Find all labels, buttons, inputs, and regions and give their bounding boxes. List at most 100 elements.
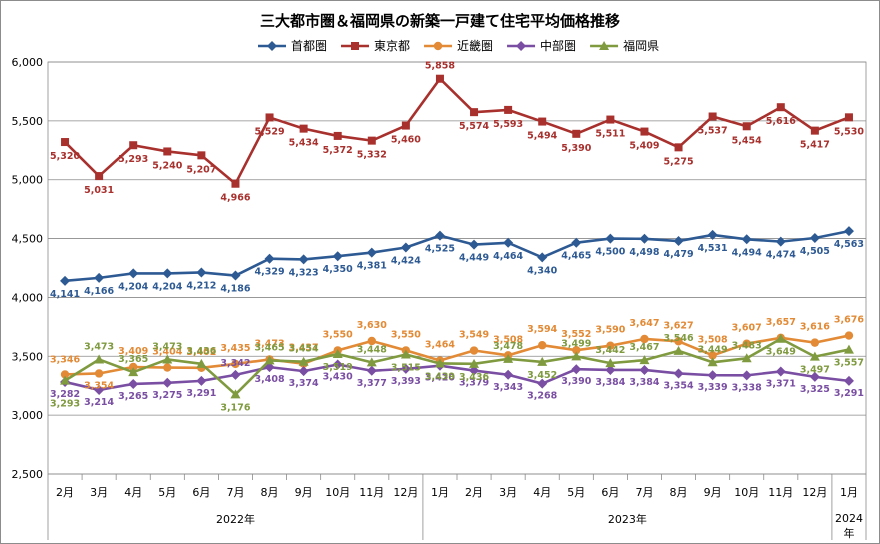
data-point — [230, 389, 241, 399]
legend-label: 福岡県 — [623, 38, 659, 53]
x-tick-label: 10月 — [325, 486, 350, 499]
data-label: 5,511 — [595, 129, 625, 140]
data-point — [332, 251, 343, 262]
data-point — [639, 364, 650, 375]
year-label: 2023年 — [608, 512, 647, 526]
legend-marker — [267, 41, 277, 51]
data-point — [435, 74, 444, 83]
data-label: 5,574 — [459, 121, 489, 132]
data-point — [776, 103, 785, 112]
data-point — [231, 179, 240, 188]
data-point — [844, 113, 853, 122]
data-label: 3,408 — [255, 374, 285, 385]
data-label: 3,627 — [664, 320, 694, 331]
data-point — [742, 122, 751, 131]
data-label: 3,293 — [50, 399, 80, 410]
data-label: 3,442 — [595, 345, 625, 356]
data-point — [298, 366, 309, 377]
data-label: 3,448 — [357, 344, 387, 355]
y-tick-label: 6,000 — [12, 56, 44, 69]
data-label: 3,473 — [152, 341, 182, 352]
data-point — [163, 363, 172, 372]
data-point — [741, 234, 752, 245]
data-label: 3,519 — [323, 362, 353, 373]
data-label: 5,434 — [289, 138, 319, 149]
data-label: 4,563 — [834, 239, 864, 250]
data-point — [843, 344, 854, 354]
data-point — [537, 252, 548, 263]
data-point — [298, 356, 309, 366]
x-tick-label: 3月 — [90, 486, 108, 499]
data-label: 3,291 — [186, 388, 216, 399]
data-point — [299, 124, 308, 133]
data-point — [60, 375, 71, 385]
data-label: 3,275 — [152, 390, 182, 401]
data-label: 3,630 — [357, 320, 387, 331]
data-label: 3,657 — [766, 317, 796, 328]
data-point — [128, 378, 139, 389]
data-label: 5,454 — [732, 135, 762, 146]
x-tick-label: 8月 — [261, 486, 279, 499]
data-point — [606, 341, 615, 350]
data-label: 3,342 — [220, 358, 250, 369]
data-point — [401, 121, 410, 130]
x-tick-label: 6月 — [192, 486, 210, 499]
data-point — [94, 369, 104, 378]
data-point — [503, 353, 514, 363]
x-tick-label: 11月 — [359, 486, 384, 499]
data-point — [775, 333, 786, 343]
y-tick-label: 4,500 — [12, 233, 44, 246]
data-label: 3,647 — [629, 318, 659, 329]
x-tick-label: 1月 — [840, 486, 858, 499]
data-point — [809, 232, 820, 243]
data-label: 3,404 — [152, 347, 182, 358]
data-point — [707, 229, 718, 240]
data-point — [503, 369, 514, 380]
data-label: 5,372 — [323, 145, 353, 156]
data-point — [605, 233, 616, 244]
data-label: 3,430 — [323, 372, 353, 383]
data-point — [197, 151, 206, 160]
legend-label: 首都圏 — [291, 39, 327, 53]
data-point — [605, 358, 616, 368]
data-point — [775, 366, 786, 377]
data-label: 3,515 — [391, 363, 421, 374]
data-label: 3,594 — [527, 324, 557, 335]
data-label: 5,031 — [84, 185, 114, 196]
data-label: 4,212 — [186, 280, 216, 291]
data-label: 3,365 — [118, 354, 148, 365]
series-line — [65, 334, 850, 376]
data-label: 4,424 — [391, 256, 421, 267]
data-point — [163, 147, 172, 156]
x-tick-label: 5月 — [567, 486, 585, 499]
data-point — [844, 331, 854, 340]
data-label: 4,204 — [152, 281, 182, 292]
data-label: 4,498 — [629, 247, 659, 258]
data-point — [265, 113, 274, 122]
data-point — [707, 370, 718, 381]
data-label: 5,460 — [391, 135, 421, 146]
data-point — [95, 172, 104, 181]
data-point — [538, 341, 547, 350]
data-label: 5,332 — [357, 150, 387, 161]
data-point — [741, 370, 752, 381]
legend-entry: 中部圏 — [507, 38, 576, 53]
data-label: 3,338 — [732, 382, 762, 393]
x-tick-label: 12月 — [802, 486, 827, 499]
data-point — [94, 354, 105, 364]
data-label: 3,473 — [84, 341, 114, 352]
data-label: 3,497 — [800, 365, 830, 376]
data-point — [129, 141, 138, 150]
data-point — [810, 126, 819, 135]
data-label: 4,204 — [118, 281, 148, 292]
data-label: 4,449 — [459, 253, 489, 264]
data-label: 3,557 — [834, 358, 864, 369]
data-label: 3,371 — [766, 378, 796, 389]
data-label: 4,381 — [357, 261, 387, 272]
x-tick-label: 2月 — [56, 486, 74, 499]
y-tick-label: 2,500 — [12, 468, 44, 481]
data-label: 3,478 — [493, 341, 523, 352]
data-label: 5,320 — [50, 151, 80, 162]
data-label: 3,265 — [118, 391, 148, 402]
data-label: 3,384 — [629, 377, 659, 388]
